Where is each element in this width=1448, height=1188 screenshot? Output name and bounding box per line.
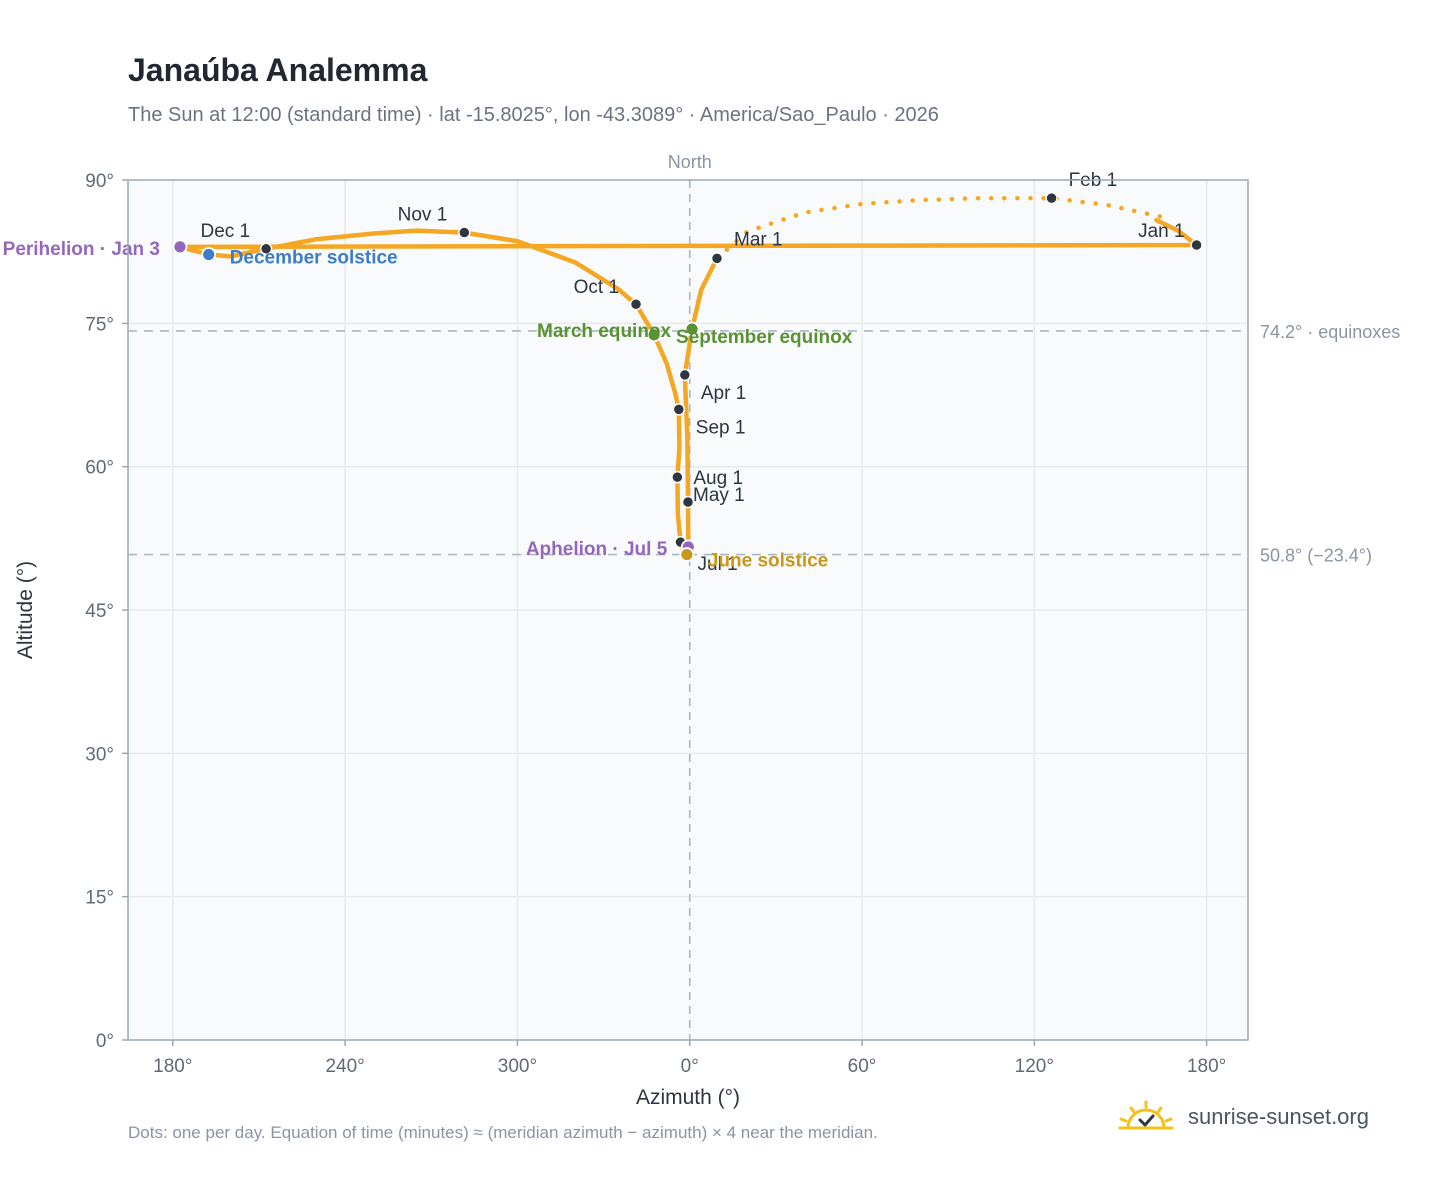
x-tick-label: 180°: [1187, 1056, 1226, 1077]
month-label: Aug 1: [693, 468, 743, 489]
month-label: Oct 1: [574, 277, 619, 298]
month-marker: [681, 495, 695, 509]
x-tick-label: 0°: [681, 1056, 699, 1077]
month-marker: [671, 470, 684, 484]
special-point-label: September equinox: [676, 327, 853, 348]
special-point-label: Aphelion · Jul 5: [526, 539, 668, 560]
month-label: Sep 1: [696, 417, 746, 438]
x-tick-label: 240°: [325, 1056, 364, 1077]
special-point-label: December solstice: [230, 248, 398, 269]
y-tick-label: 0°: [96, 1031, 114, 1052]
month-label: Nov 1: [398, 205, 448, 226]
y-tick-label: 60°: [85, 458, 114, 479]
special-point: [172, 239, 188, 255]
reference-line-label: 50.8° (−23.4°): [1260, 546, 1372, 566]
special-point-label: March equinox: [537, 321, 672, 342]
brand-name[interactable]: sunrise-sunset.org: [1188, 1104, 1369, 1129]
special-point-label: Perihelion · Jan 3: [3, 239, 160, 260]
special-point: [201, 247, 217, 262]
month-marker: [1045, 191, 1058, 205]
month-marker: [710, 252, 724, 265]
month-label: Apr 1: [701, 383, 746, 404]
special-point: [684, 321, 700, 337]
north-label: North: [668, 152, 712, 172]
month-label: Jan 1: [1138, 221, 1184, 242]
sun-logo-icon: [1118, 1100, 1174, 1130]
axes: 180° 240° 300° 0° 60° 120° 180° 0° 15° 30° 45° 60° 7…: [14, 171, 1226, 1109]
y-tick-label: 90°: [85, 171, 114, 192]
month-label: May 1: [693, 485, 745, 506]
month-label: Mar 1: [734, 229, 783, 250]
chart-subtitle: The Sun at 12:00 (standard time) · lat -…: [128, 104, 939, 126]
month-marker: [458, 226, 471, 239]
special-point: [679, 547, 695, 562]
chart-title: Janaúba Analemma: [128, 52, 428, 88]
brand-logo[interactable]: sunrise-sunset.org: [1118, 1100, 1369, 1134]
x-tick-label: 60°: [848, 1056, 877, 1077]
month-marker: [629, 297, 643, 311]
month-marker: [259, 242, 273, 256]
month-label: Dec 1: [200, 221, 250, 242]
special-point: [646, 327, 662, 343]
special-point-label: June solstice: [708, 551, 828, 572]
x-tick-label: 180°: [153, 1056, 192, 1077]
reference-line-label: 74.2° · equinoxes: [1260, 322, 1400, 342]
analemma-series: [177, 195, 1199, 557]
month-marker: [672, 403, 686, 416]
y-tick-label: 30°: [85, 744, 114, 765]
month-marker: [678, 368, 692, 382]
x-tick-label: 300°: [498, 1056, 537, 1077]
month-marker: [1190, 238, 1203, 252]
analemma-path: [177, 217, 1199, 557]
month-label: Jul 1: [698, 554, 738, 575]
footnote: Dots: one per day. Equation of time (min…: [128, 1123, 878, 1142]
y-axis-label: Altitude (°): [14, 561, 37, 659]
x-axis-label: Azimuth (°): [636, 1086, 740, 1109]
y-tick-label: 15°: [85, 888, 114, 909]
x-tick-label: 120°: [1015, 1056, 1054, 1077]
y-tick-label: 75°: [85, 314, 114, 335]
y-tick-label: 45°: [85, 601, 114, 622]
